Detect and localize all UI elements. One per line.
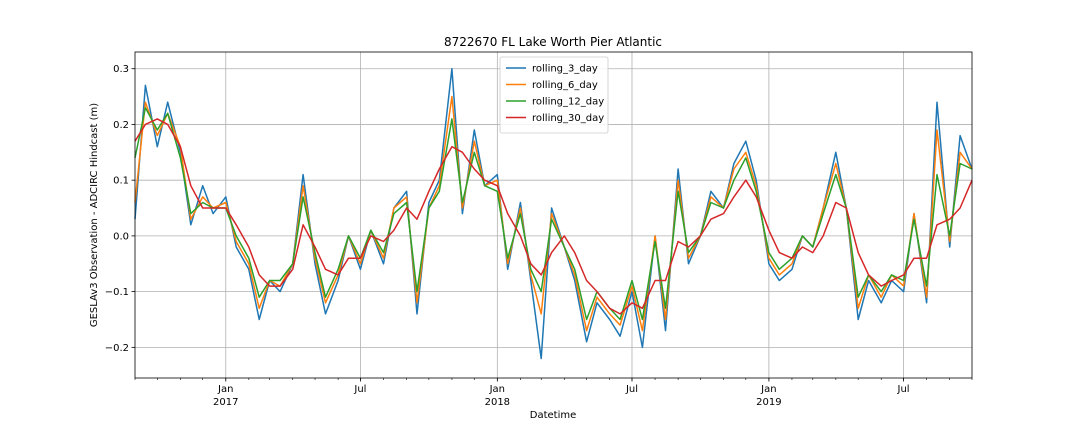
legend-label: rolling_6_day bbox=[532, 80, 598, 91]
x-axis: Jan 2017 Jul Jan 2018 Jul Jan 2019 Jul bbox=[134, 378, 973, 408]
series-group bbox=[134, 67, 973, 360]
y-axis-label: GESLAv3 Observation - ADCIRC Hindcast (m… bbox=[89, 103, 100, 327]
legend: rolling_3_day rolling_6_day rolling_12_day… bbox=[499, 56, 609, 134]
y-tick-label: 0.0 bbox=[113, 231, 129, 242]
x-tick-label: Jan bbox=[217, 384, 233, 395]
series-line-rolling-3-day bbox=[134, 67, 973, 360]
series-line-rolling-30-day bbox=[134, 118, 973, 315]
series-line-rolling-12-day bbox=[134, 106, 973, 321]
x-tick-year-label: 2018 bbox=[485, 397, 510, 408]
x-tick-year-label: 2017 bbox=[213, 397, 238, 408]
y-axis: −0.2 −0.1 0.0 0.1 0.2 0.3 bbox=[105, 64, 135, 354]
plot-frame bbox=[134, 51, 973, 379]
legend-label: rolling_3_day bbox=[532, 64, 598, 75]
y-tick-label: 0.3 bbox=[113, 64, 129, 75]
legend-label: rolling_12_day bbox=[532, 97, 604, 108]
series-line-rolling-6-day bbox=[134, 95, 973, 332]
legend-box bbox=[499, 56, 609, 134]
x-tick-label: Jul bbox=[353, 384, 366, 395]
x-axis-label: Datetime bbox=[530, 410, 577, 421]
y-tick-label: 0.2 bbox=[113, 120, 129, 131]
chart-title: 8722670 FL Lake Worth Pier Atlantic bbox=[444, 35, 662, 49]
x-tick-label: Jul bbox=[625, 384, 638, 395]
y-tick-label: −0.2 bbox=[105, 343, 129, 354]
legend-label: rolling_30_day bbox=[532, 113, 604, 124]
y-tick-label: 0.1 bbox=[113, 176, 129, 187]
x-tick-label: Jan bbox=[760, 384, 776, 395]
x-tick-label: Jan bbox=[489, 384, 505, 395]
x-tick-year-label: 2019 bbox=[756, 397, 781, 408]
y-tick-label: −0.1 bbox=[105, 287, 129, 298]
x-tick-label: Jul bbox=[897, 384, 910, 395]
